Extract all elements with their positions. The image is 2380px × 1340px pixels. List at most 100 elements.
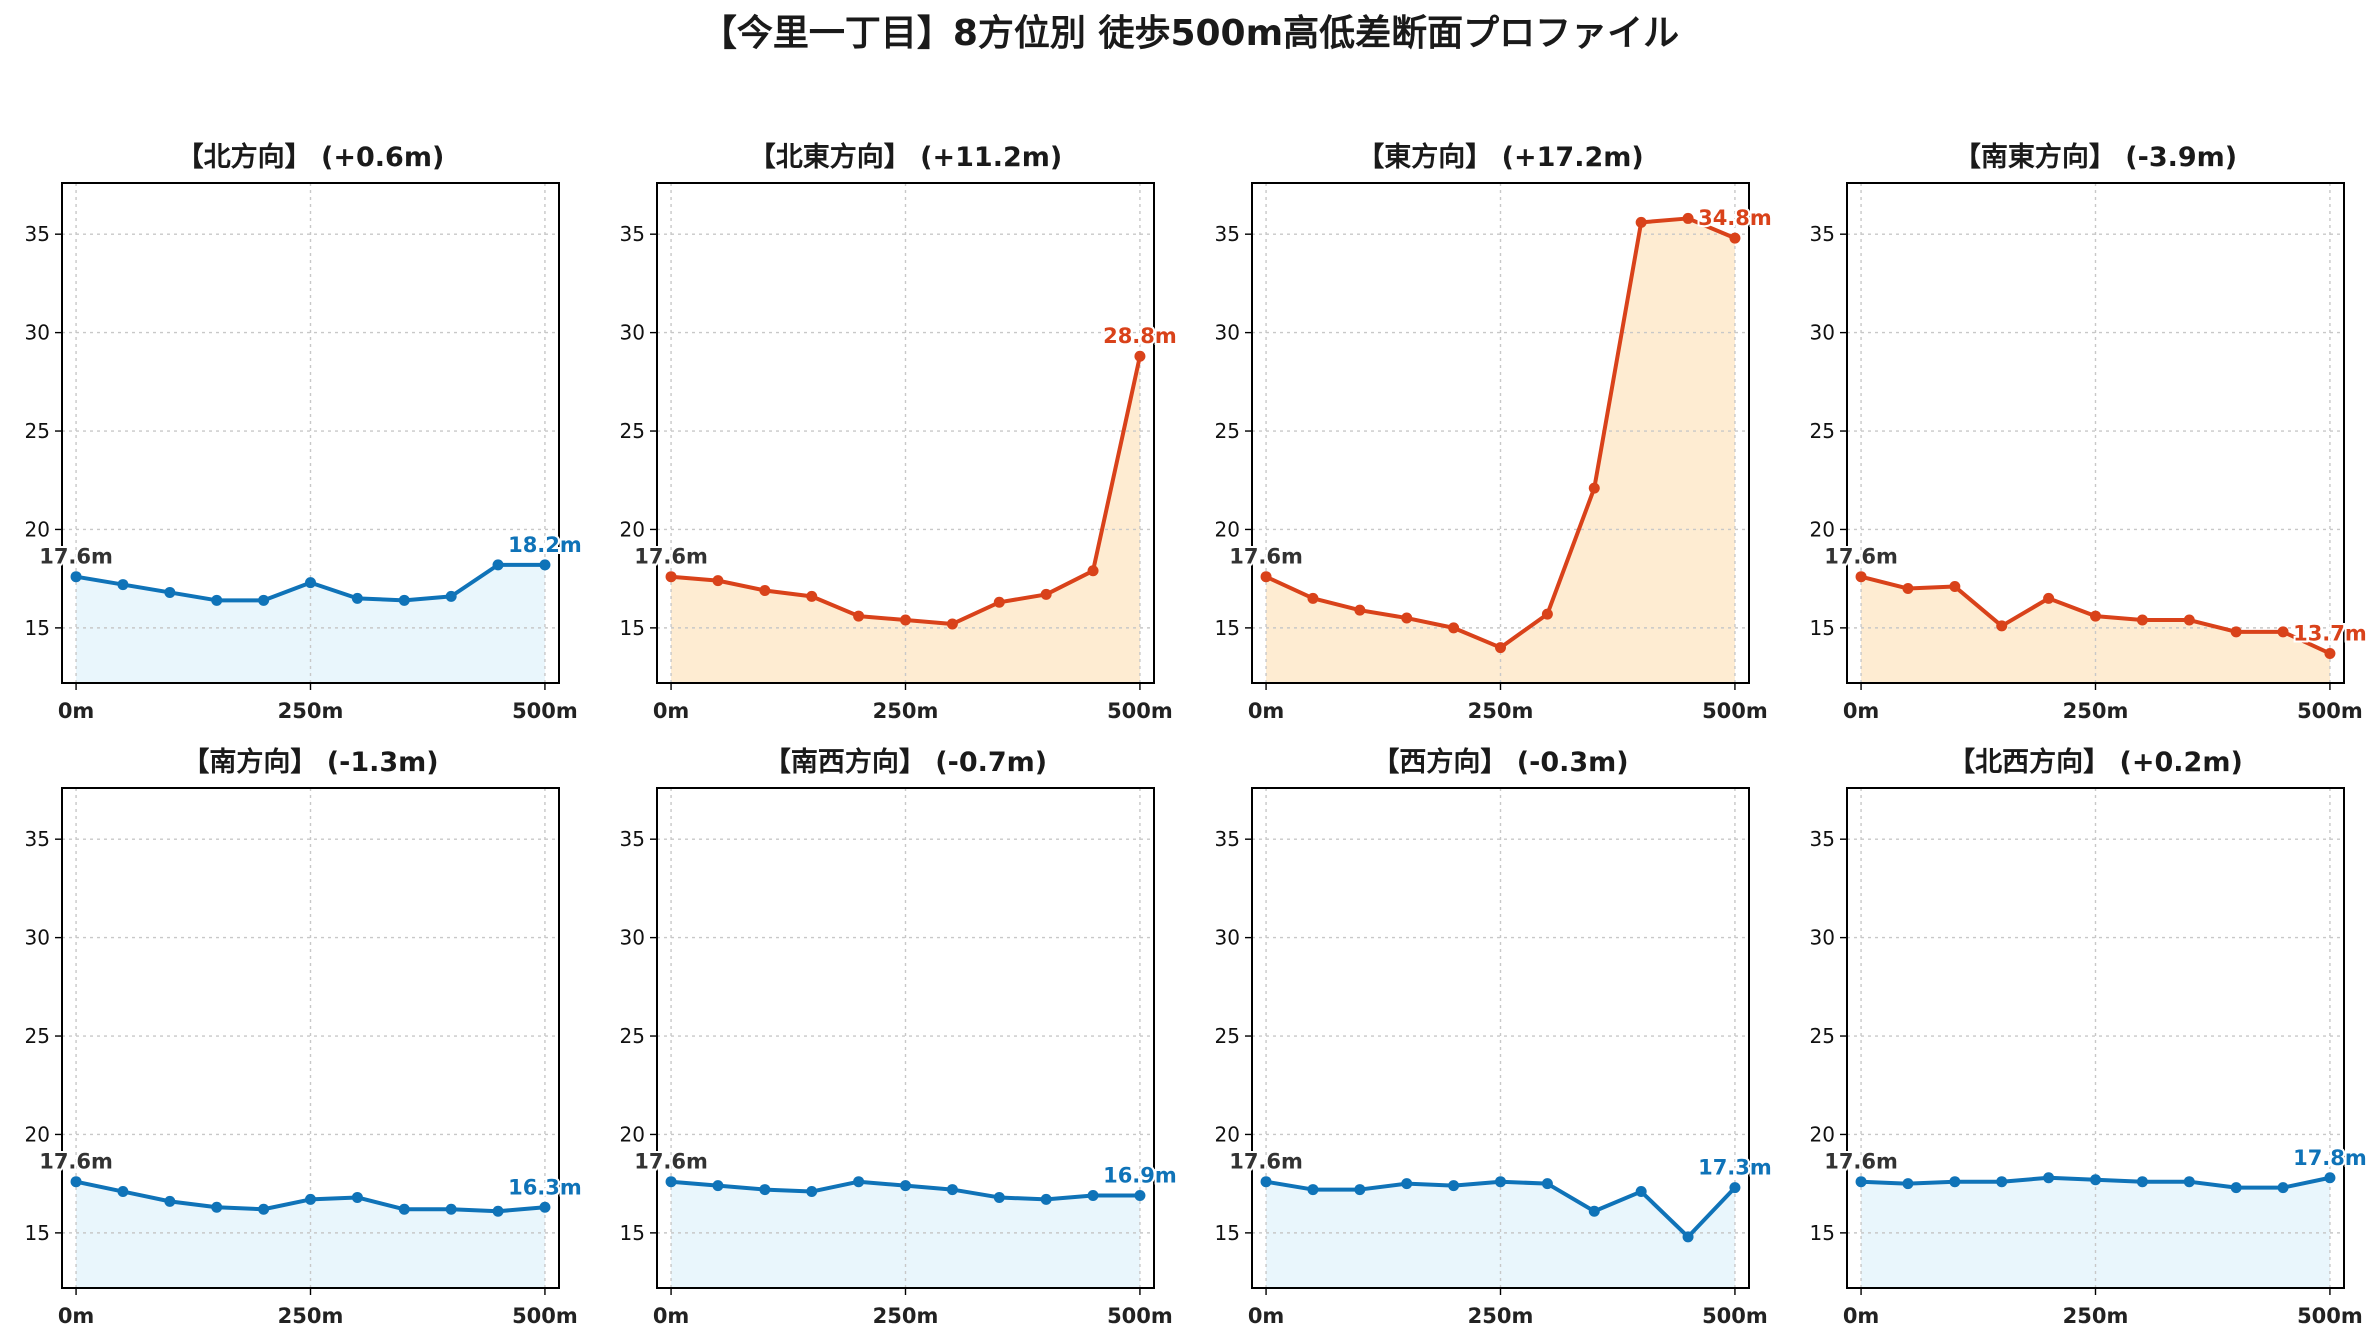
y-tick-label: 15 [620,616,645,640]
data-point [712,575,724,587]
data-point [946,618,958,630]
data-point [1354,604,1366,616]
y-tick-label: 25 [1215,1024,1240,1048]
data-point [1949,1176,1961,1188]
data-point [1902,583,1914,595]
y-tick-label: 15 [1215,616,1240,640]
start-label: 17.6m [1824,545,1898,569]
axes-frame [1251,182,1750,684]
data-point [445,590,457,602]
area-fill [1861,576,2330,683]
data-point [2324,1172,2336,1184]
data-point [211,1201,223,1213]
data-point [305,577,316,589]
y-tick-label: 20 [25,517,50,541]
data-point [258,1203,270,1215]
data-point [492,1205,504,1217]
y-tick-label: 20 [1810,517,1835,541]
data-point [1635,216,1647,228]
end-label: 17.8m [2293,1146,2367,1170]
y-tick-label: 25 [25,1024,50,1048]
data-point [2230,626,2242,638]
data-point [539,559,551,571]
data-point [117,1186,129,1198]
y-tick-label: 20 [1215,1122,1240,1146]
y-tick-label: 35 [1215,222,1240,246]
data-point [2090,1174,2101,1186]
y-tick-label: 20 [25,1122,50,1146]
y-tick-label: 30 [1810,321,1835,345]
area-fill [76,1181,545,1288]
start-label: 17.6m [1229,545,1303,569]
subplot-7: 15 20 25 30 35 0m 250m 500m 17.6m 17.3m 【西方向】 (-0.… [1215,746,1774,1328]
data-point [2324,647,2336,659]
data-point [946,1184,958,1196]
data-point [398,594,410,606]
x-tick-label: 250m [1468,1304,1534,1328]
x-tick-label: 0m [58,699,95,723]
data-point [1541,608,1553,620]
data-point [2277,626,2289,638]
y-tick-label: 20 [620,517,645,541]
subplot-6: 15 20 25 30 35 0m 250m 500m 17.6m 16.9m 【南西方向】 (-0… [620,746,1179,1328]
data-point [1495,1176,1506,1188]
x-tick-label: 0m [58,1304,95,1328]
subplot-2: 15 20 25 30 35 0m 250m 500m 17.6m 28.8m 【北東方向】 (+1… [620,141,1179,723]
end-label: 16.3m [508,1175,582,1199]
x-tick-label: 0m [653,1304,690,1328]
y-tick-label: 25 [1215,419,1240,443]
area-fill [76,564,545,683]
area-fill [671,1181,1140,1288]
data-point [759,1184,771,1196]
y-tick-label: 30 [1215,321,1240,345]
data-point [1087,565,1099,577]
y-tick-label: 30 [620,926,645,950]
x-tick-label: 0m [1843,1304,1880,1328]
y-tick-label: 15 [25,616,50,640]
x-tick-label: 0m [653,699,690,723]
area-fill [1266,218,1735,683]
subplot-title: 【東方向】 (+17.2m) [1357,141,1643,173]
data-point [1448,622,1460,634]
start-label: 17.6m [634,545,708,569]
end-label: 16.9m [1103,1163,1177,1187]
data-point [1401,612,1413,624]
data-point [1040,588,1052,600]
data-point [1729,232,1741,244]
data-point [2043,1172,2055,1184]
data-point [1040,1193,1052,1205]
subplot-title: 【北東方向】 (+11.2m) [749,141,1062,173]
data-point [1588,482,1600,494]
data-point [900,1180,911,1192]
chart-title: 【今里一丁目】8方位別 徒歩500m高低差断面プロファイル [700,13,1680,54]
data-point [1541,1178,1553,1190]
data-point [1134,350,1146,362]
y-tick-label: 30 [25,321,50,345]
start-label: 17.6m [1824,1150,1898,1174]
x-tick-label: 500m [1107,1304,1173,1328]
data-point [1996,620,2008,632]
subplot-5: 15 20 25 30 35 0m 250m 500m 17.6m 16.3m 【南方向】 (-1.… [25,746,584,1328]
x-tick-label: 500m [1107,699,1173,723]
data-point [853,1176,865,1188]
y-tick-label: 35 [1810,827,1835,851]
x-tick-label: 250m [873,699,939,723]
y-tick-label: 35 [620,827,645,851]
data-point [70,1176,82,1188]
area-fill [671,356,1140,683]
x-tick-label: 250m [1468,699,1534,723]
y-tick-label: 15 [620,1221,645,1245]
subplot-title: 【北西方向】 (+0.2m) [1948,746,2243,778]
data-point [1996,1176,2008,1188]
data-point [351,592,363,604]
axes-frame [1846,182,2345,684]
data-point [258,594,270,606]
data-point [2136,614,2148,626]
x-tick-label: 0m [1843,699,1880,723]
data-point [1087,1189,1099,1201]
x-tick-label: 250m [873,1304,939,1328]
data-point [665,571,677,583]
start-label: 17.6m [39,545,113,569]
y-tick-label: 15 [25,1221,50,1245]
data-point [900,614,911,626]
